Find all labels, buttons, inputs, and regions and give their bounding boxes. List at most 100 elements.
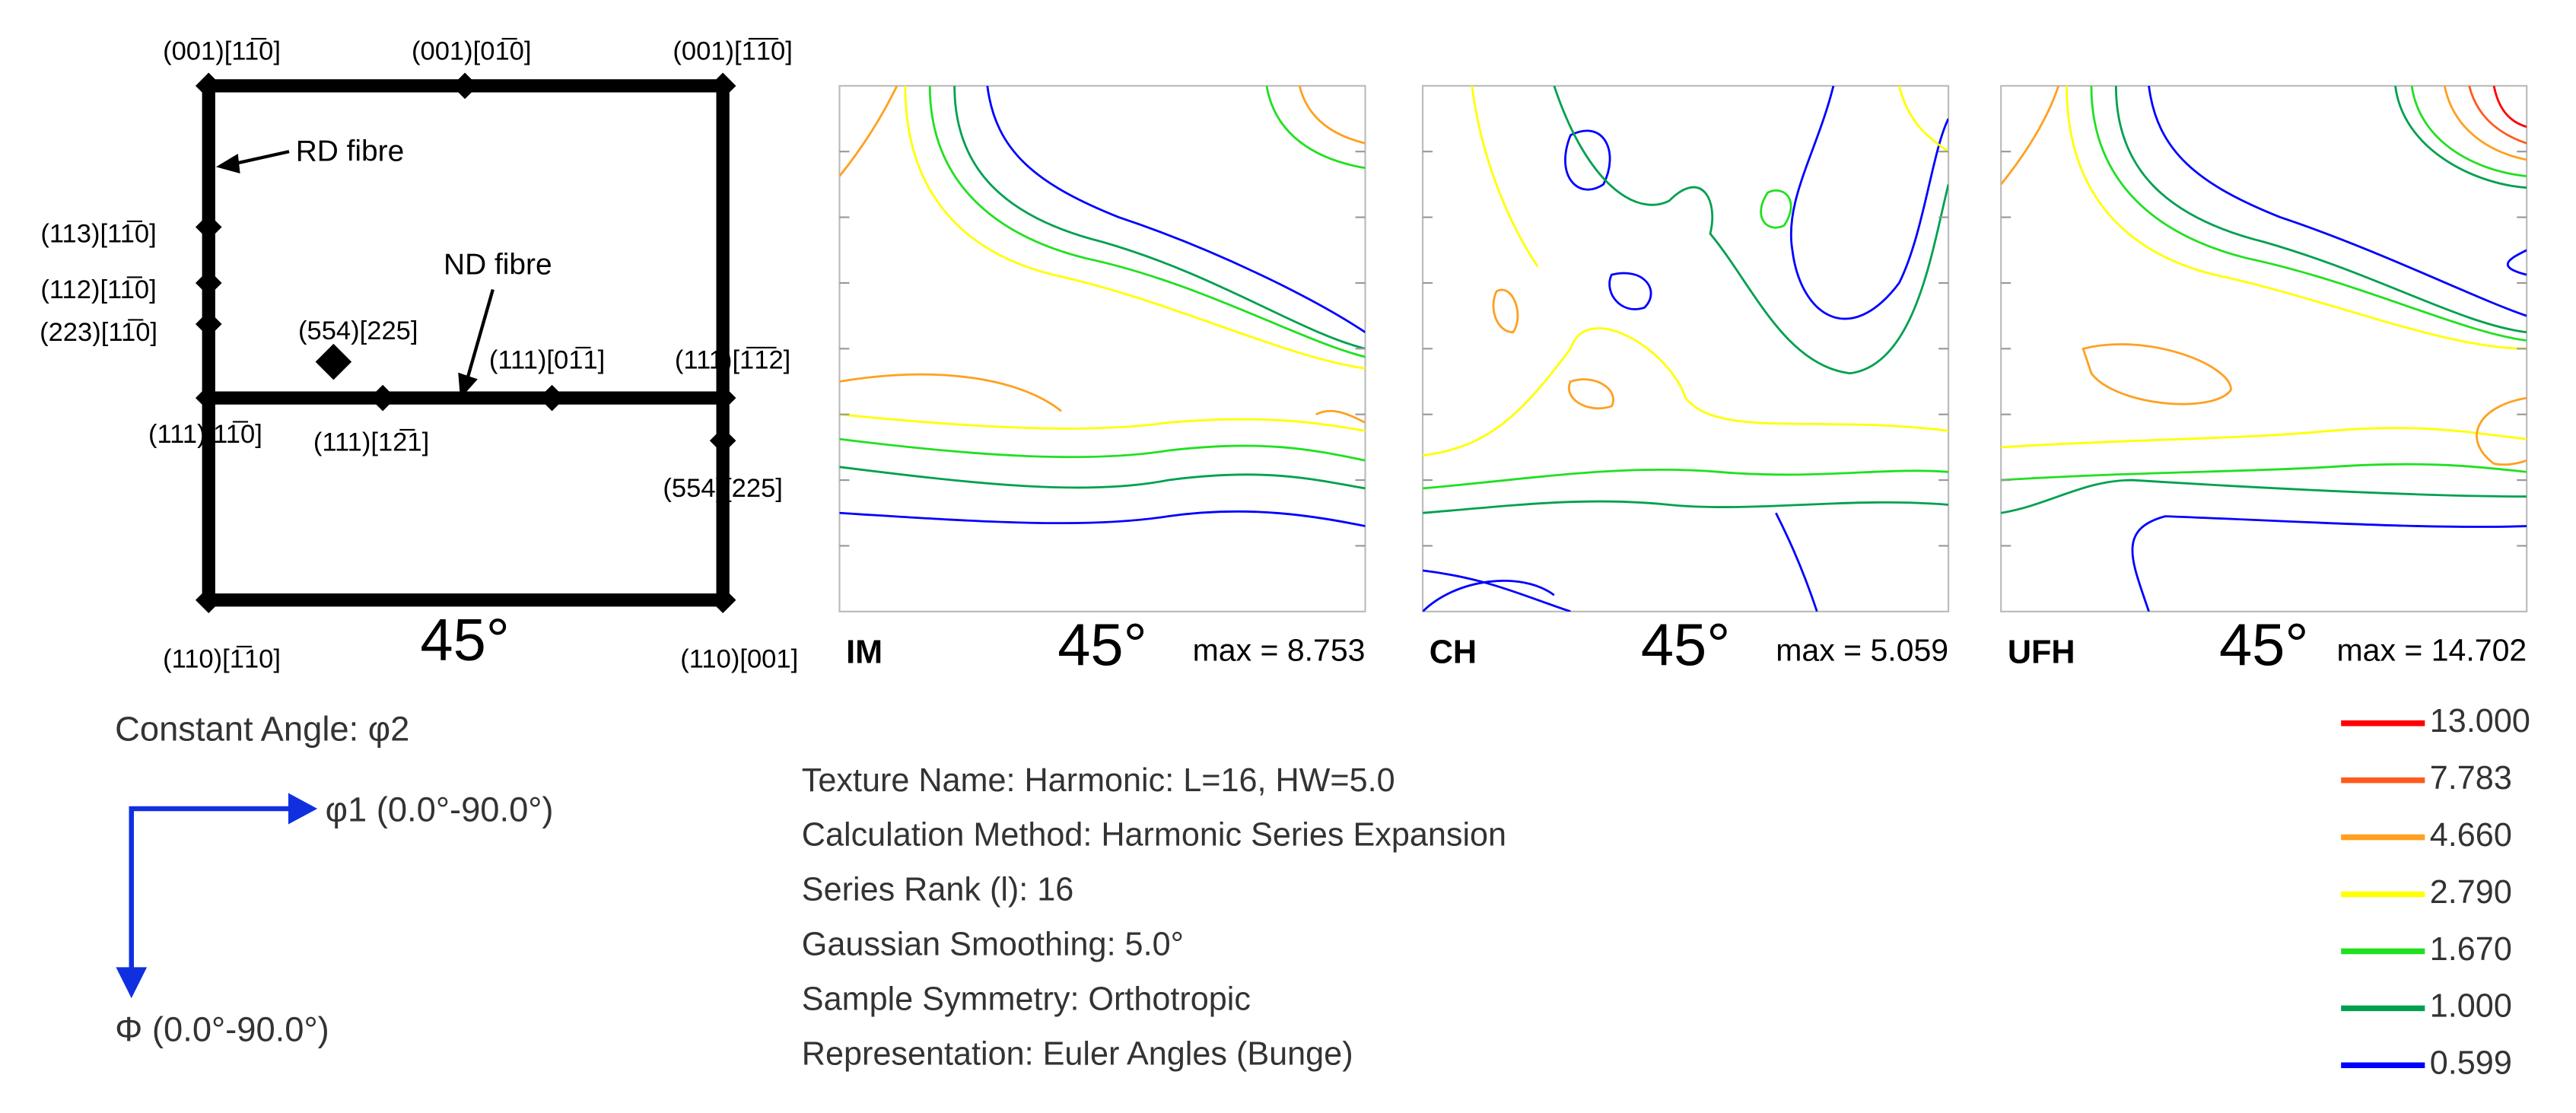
panel-angle: 45° <box>1057 612 1147 678</box>
contour <box>839 85 898 177</box>
diamond <box>709 587 736 614</box>
arrow-head <box>458 372 478 399</box>
contour <box>1492 288 1519 334</box>
contour <box>1423 500 1949 514</box>
contour <box>1760 189 1792 229</box>
orientation-label: (111)[12̅1] <box>313 428 429 457</box>
diamond <box>315 343 352 380</box>
contour <box>2476 396 2527 466</box>
contour <box>986 85 1366 333</box>
contour <box>2090 85 2527 342</box>
panel-max: max = 8.753 <box>1193 633 1366 668</box>
constant-angle: Constant Angle: φ2 <box>115 709 409 748</box>
arrow <box>229 150 290 167</box>
contour <box>2468 85 2527 145</box>
contour <box>2443 85 2527 161</box>
diamond <box>195 384 222 412</box>
orientation-label: (111)[1̅1̅2] <box>675 346 790 375</box>
contour <box>1608 272 1652 310</box>
orientation-label: (110)[001] <box>680 645 798 674</box>
info-line: Gaussian Smoothing: 5.0° <box>802 927 1184 963</box>
info-line: Sample Symmetry: Orthotropic <box>802 981 1251 1017</box>
contour <box>839 466 1366 490</box>
contours <box>1423 85 1949 612</box>
phi1-label: φ1 (0.0°-90.0°) <box>326 790 554 828</box>
angle-label: 45° <box>420 608 510 673</box>
arrow-head <box>116 967 148 999</box>
contour <box>1423 327 1949 457</box>
diamond <box>195 587 222 614</box>
contour <box>2081 343 2232 405</box>
diamond <box>709 427 736 454</box>
orientation-label: (112)[11̅0] <box>40 275 156 304</box>
contour <box>1564 129 1611 191</box>
contour <box>2001 427 2527 449</box>
contour <box>2506 249 2527 276</box>
nd-label: ND fibre <box>444 249 552 281</box>
contour <box>1897 85 1949 153</box>
diamond <box>195 269 222 297</box>
diamond <box>369 384 396 412</box>
orientation-label: (001)[11̅0] <box>163 37 281 66</box>
Phi-label: Φ (0.0°-90.0°) <box>115 1010 329 1049</box>
contour <box>2114 85 2527 334</box>
panel-angle: 45° <box>2219 612 2309 678</box>
legend-label: 1.000 <box>2430 988 2512 1025</box>
contour <box>1423 580 1555 612</box>
diamond <box>195 72 222 100</box>
orientation-label: (554)[225] <box>663 474 783 503</box>
contour <box>2066 85 2527 350</box>
orientation-label: (554)[225] <box>298 316 418 345</box>
contour <box>839 373 1062 412</box>
contour <box>953 85 1366 350</box>
axis-arrows <box>116 793 318 999</box>
legend-label: 13.000 <box>2430 703 2530 739</box>
legend-label: 2.790 <box>2430 874 2512 911</box>
contour <box>2131 515 2527 612</box>
contour <box>1265 85 1366 170</box>
axis-line <box>129 806 296 987</box>
contour <box>928 85 1366 358</box>
contour <box>1568 378 1614 410</box>
contour <box>839 413 1366 432</box>
contours <box>2001 85 2527 612</box>
contour <box>839 437 1366 462</box>
arrow-head <box>215 154 240 174</box>
orientation-label: (001)[01̅0] <box>412 37 532 66</box>
euler-box <box>202 79 730 607</box>
contour <box>2001 85 2060 186</box>
contour <box>1553 85 1949 375</box>
panel-max: max = 5.059 <box>1776 633 1948 668</box>
contour <box>1775 512 1818 612</box>
arrow <box>465 288 495 383</box>
plot-frame <box>2000 84 2528 612</box>
schematic <box>202 79 730 607</box>
arrow-head <box>288 793 318 825</box>
diamond <box>195 214 222 240</box>
legend-label: 4.660 <box>2430 817 2512 854</box>
contours <box>839 85 1366 527</box>
info-line: Representation: Euler Angles (Bunge) <box>802 1035 1353 1072</box>
diamond <box>451 72 479 100</box>
rd-label: RD fibre <box>296 135 405 168</box>
panel-name: IM <box>846 634 883 670</box>
orientation-label: (223)[11̅0] <box>40 318 157 347</box>
panel-name: CH <box>1430 634 1477 670</box>
contour <box>1315 409 1366 424</box>
contour-plot <box>838 84 1366 612</box>
contour <box>2001 479 2527 514</box>
info-line: Texture Name: Harmonic: L=16, HW=5.0 <box>802 762 1395 799</box>
contour-plot <box>1421 84 1950 612</box>
plot-frame <box>1421 84 1950 612</box>
contour <box>2001 463 2527 482</box>
diamond <box>709 384 736 412</box>
legend-label: 0.599 <box>2430 1045 2512 1082</box>
orientation-label: (111)[11̅0] <box>148 420 262 449</box>
diamond <box>539 384 565 412</box>
contour <box>839 510 1366 527</box>
contour <box>1789 85 1949 320</box>
orientation-label: (113)[11̅0] <box>40 219 156 248</box>
legend-label: 1.670 <box>2430 931 2512 968</box>
contour-plot <box>2000 84 2528 612</box>
